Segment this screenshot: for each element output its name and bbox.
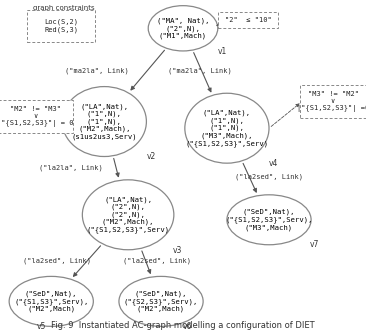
Text: v5: v5: [37, 322, 46, 331]
Ellipse shape: [62, 87, 146, 157]
Text: ("SeD",Nat),
("{S1,S3}",Serv),
("M2",Mach): ("SeD",Nat), ("{S1,S3}",Serv), ("M2",Mac…: [14, 290, 89, 312]
FancyBboxPatch shape: [27, 10, 95, 42]
FancyBboxPatch shape: [0, 100, 73, 133]
Ellipse shape: [185, 93, 269, 163]
Text: ("MA", Nat),
("2",N),
("M1",Mach): ("MA", Nat), ("2",N), ("M1",Mach): [157, 18, 209, 39]
Text: ("LA",Nat),
("1",N),
("1",N),
("M2",Mach),
(s1us2us3,Serv): ("LA",Nat), ("1",N), ("1",N), ("M2",Mach…: [71, 103, 137, 140]
Text: ("LA",Nat),
("2",N),
("2",N),
("M2",Mach),
("{S1,S2,S3}",Serv): ("LA",Nat), ("2",N), ("2",N), ("M2",Mach…: [86, 196, 170, 233]
Text: "M3" != "M2"
∨
|"{S1,S2,S3}"| =0: "M3" != "M2" ∨ |"{S1,S2,S3}"| =0: [297, 91, 366, 112]
Text: ("SeD",Nat),
("{S2,S3}",Serv),
("M2",Mach): ("SeD",Nat), ("{S2,S3}",Serv), ("M2",Mac…: [124, 290, 198, 312]
FancyBboxPatch shape: [300, 85, 366, 118]
Text: ("la2la", Link): ("la2la", Link): [40, 165, 103, 171]
FancyBboxPatch shape: [218, 12, 278, 28]
Text: Fig. 9  Instantiated AC-graph modelling a configuration of DIET: Fig. 9 Instantiated AC-graph modelling a…: [51, 321, 315, 330]
Text: v2: v2: [146, 152, 156, 161]
Text: v7: v7: [309, 240, 319, 249]
Text: ("ma2la", Link): ("ma2la", Link): [65, 67, 129, 74]
Text: v4: v4: [269, 159, 279, 168]
Text: v1: v1: [218, 47, 227, 56]
Text: v3: v3: [173, 246, 182, 255]
Ellipse shape: [82, 180, 174, 250]
Text: ("LA",Nat),
("1",N),
("1",N),
("M3",Mach),
("{S1,S2,S3}",Serv): ("LA",Nat), ("1",N), ("1",N), ("M3",Mach…: [185, 110, 269, 147]
Ellipse shape: [119, 276, 203, 326]
Text: ("SeD",Nat),
("{S1,S2,S3}",Serv),
("M3",Mach): ("SeD",Nat), ("{S1,S2,S3}",Serv), ("M3",…: [225, 209, 313, 231]
Text: ("la2sed", Link): ("la2sed", Link): [235, 173, 303, 180]
Text: Loc(S,2)
Red(S,3): Loc(S,2) Red(S,3): [44, 19, 78, 33]
Ellipse shape: [227, 195, 311, 245]
Text: ("ma2la", Link): ("ma2la", Link): [168, 67, 231, 74]
Text: ("la2sed", Link): ("la2sed", Link): [123, 257, 191, 264]
Text: v6: v6: [183, 322, 193, 331]
Ellipse shape: [9, 276, 93, 326]
Text: "2"  ≤ "10": "2" ≤ "10": [225, 17, 271, 23]
Text: graph constraints: graph constraints: [33, 5, 95, 11]
Ellipse shape: [148, 6, 218, 51]
Text: ("la2sed", Link): ("la2sed", Link): [23, 257, 91, 264]
Text: "M2" != "M3"
∨
|"{S1,S2,S3}"| = 0: "M2" != "M3" ∨ |"{S1,S2,S3}"| = 0: [0, 106, 74, 127]
